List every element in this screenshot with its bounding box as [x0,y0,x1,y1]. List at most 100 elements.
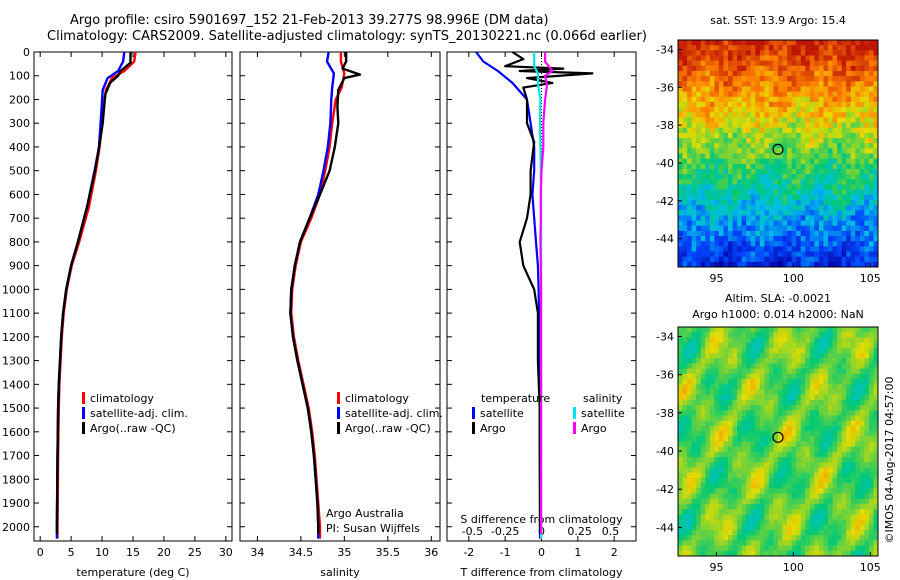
map-cell [678,368,684,375]
map-cell [773,379,779,385]
map-cell [700,462,706,469]
map-cell [732,483,738,489]
map-cell [737,174,743,180]
map-cell [764,415,770,422]
map-cell [755,327,761,333]
map-cell [718,514,724,521]
map-cell [759,332,765,338]
map-cell [696,358,702,364]
map-cell [823,451,829,458]
map-cell [846,373,852,380]
map-cell [687,251,693,258]
map-cell [868,261,874,268]
map-cell [873,358,879,364]
map-cell [805,199,811,206]
map-cell [814,138,820,144]
map-cell [818,425,824,432]
map-cell [746,138,752,144]
map-cell [832,101,838,108]
map-cell [855,163,861,170]
map-cell [832,179,838,185]
map-cell [814,483,820,489]
map-cell [718,436,724,442]
map-cell [823,179,829,185]
map-cell [764,101,770,108]
map-cell [796,462,802,469]
map-cell [864,210,870,216]
map-cell [787,509,793,515]
map-cell [687,420,693,427]
map-cell [768,509,774,515]
map-cell [737,342,743,349]
map-cell [782,535,788,541]
map-cell [709,86,715,93]
map-cell [873,132,879,139]
map-cell [750,342,756,349]
map-cell [823,225,829,232]
map-cell [732,327,738,333]
map-cell [800,60,806,67]
map-cell [682,332,688,338]
map-cell [696,472,702,479]
map-cell [782,96,788,103]
map-cell [718,467,724,474]
map-cell [868,347,874,354]
map-cell [809,436,815,442]
map-cell [837,122,843,129]
map-cell [773,529,779,536]
map-cell [800,122,806,129]
map-cell [678,425,684,432]
map-cell [805,535,811,541]
map-cell [768,457,774,463]
map-cell [700,550,706,557]
map-cell [850,50,856,56]
map-cell [723,379,729,385]
map-cell [841,194,847,201]
map-cell [791,457,797,463]
map-cell [873,220,879,227]
map-cell [714,70,720,77]
map-cell [850,498,856,505]
map-cell [705,457,711,463]
map-cell [764,389,770,396]
map-cell [791,384,797,390]
map-cell [796,457,802,463]
map-cell [746,394,752,401]
map-cell [723,246,729,253]
map-cell [759,241,765,247]
map-cell [691,143,697,149]
map-cell [828,462,834,469]
map-cell [755,230,761,237]
map-cell [737,399,743,406]
map-cell [755,477,761,484]
map-cell [859,483,865,489]
map-cell [850,477,856,484]
map-cell [846,179,852,185]
map-cell [759,65,765,72]
map-cell [841,441,847,448]
map-cell [841,70,847,77]
map-cell [773,112,779,118]
map-cell [818,168,824,175]
map-cell [787,441,793,448]
map-cell [732,230,738,237]
map-cell [700,163,706,170]
map-cell [868,55,874,62]
map-cell [764,132,770,139]
legend-label: satellite [480,407,524,420]
map-cell [705,117,711,124]
map-cell [746,158,752,165]
map-cell [700,399,706,406]
map-cell [855,540,861,547]
map-cell [737,194,743,201]
map-cell [823,524,829,531]
map-cell [687,163,693,170]
map-cell [778,384,784,390]
map-cell [773,462,779,469]
map-cell [855,342,861,349]
map-cell [723,96,729,103]
map-cell [687,194,693,201]
map-cell [859,441,865,448]
map-cell [718,225,724,232]
map-cell [750,535,756,541]
